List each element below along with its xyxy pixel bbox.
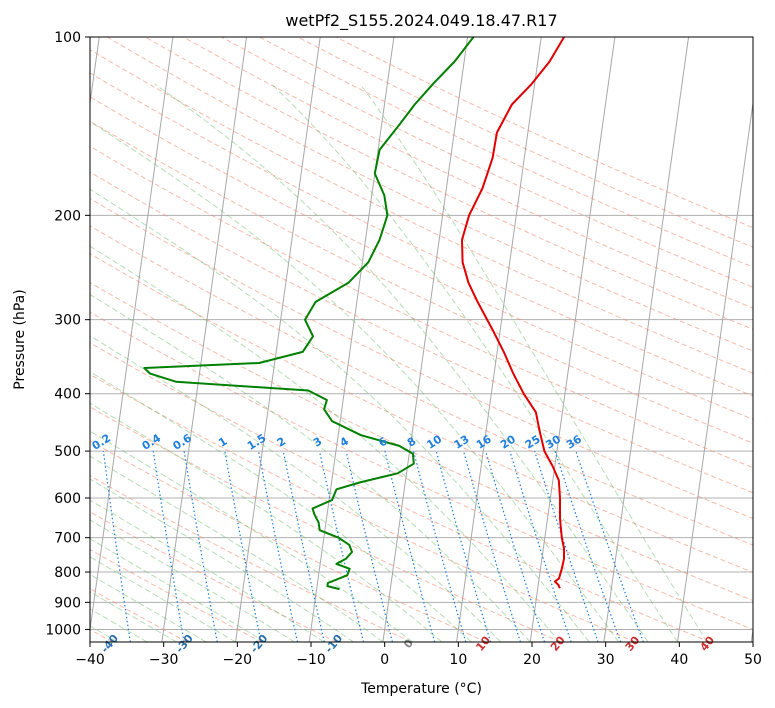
moist-adiabat-line — [90, 120, 619, 642]
moist-adiabat-line — [90, 293, 531, 642]
moist-adiabat-line — [90, 478, 354, 642]
x-tick-label: −20 — [223, 652, 253, 668]
mixing-ratio-line — [435, 450, 492, 642]
isotherm-line — [161, 37, 248, 642]
y-axis-label: Pressure (hPa) — [12, 289, 28, 389]
x-tick-label: 30 — [597, 652, 615, 668]
isotherm-line — [235, 37, 321, 642]
mixing-ratio-line — [462, 450, 521, 642]
dry-adiabat-line — [90, 440, 487, 642]
moist-adiabat-line — [154, 83, 649, 642]
isotherm-line — [603, 37, 690, 642]
mixing-ratio-line — [485, 450, 546, 642]
moist-adiabat-line — [359, 83, 708, 642]
dry-adiabat-line — [90, 120, 753, 444]
isotherm-line — [529, 37, 616, 642]
isotherm-line — [677, 99, 753, 642]
y-tick-label: 200 — [54, 208, 81, 224]
y-tick-label: 800 — [54, 565, 81, 581]
mixing-ratio-line — [412, 450, 467, 642]
moist-adiabat-line — [90, 573, 207, 642]
mixing-ratio-line — [384, 450, 436, 642]
x-tick-label: 40 — [670, 652, 688, 668]
moist-adiabat-line — [271, 83, 679, 642]
x-tick-label: −10 — [296, 652, 326, 668]
y-tick-label: 300 — [54, 313, 81, 329]
mixing-ratio-line — [318, 450, 365, 642]
mixing-ratio-line — [575, 450, 644, 642]
dry-adiabat-line — [90, 373, 636, 642]
plot-frame — [89, 36, 754, 643]
mixing-ratio-line — [554, 450, 622, 642]
y-tick-label: 700 — [54, 531, 81, 547]
dry-adiabat-line — [90, 548, 263, 642]
moist-adiabat-line — [90, 556, 236, 642]
moist-adiabat-line — [90, 591, 177, 642]
y-tick-label: 900 — [54, 595, 81, 611]
chart-title: wetPf2_S155.2024.049.18.47.R17 — [285, 11, 557, 31]
mixing-ratio-line — [102, 451, 131, 642]
dry-adiabat-line — [182, 37, 753, 309]
dry-adiabat-line — [90, 311, 753, 630]
dry-adiabat-line — [90, 253, 753, 573]
dry-adiabat-line — [90, 72, 753, 397]
mixing-ratio-line — [345, 450, 393, 642]
y-tick-label: 400 — [54, 387, 81, 403]
dry-adiabat-line — [90, 475, 412, 642]
dry-adiabat-line — [90, 49, 753, 374]
x-tick-label: 50 — [744, 652, 762, 668]
mixing-ratio-line — [257, 450, 299, 642]
moist-adiabat-line — [90, 335, 502, 642]
mixing-ratio-line — [282, 450, 325, 642]
x-tick-label: 20 — [523, 652, 541, 668]
moist-adiabat-line — [90, 402, 443, 642]
isotherm-line — [456, 37, 542, 642]
profile-line — [461, 37, 565, 589]
isotherm-line — [90, 37, 174, 634]
y-tick-label: 1000 — [45, 622, 81, 638]
dry-adiabat-line — [90, 96, 753, 420]
mixing-ratio-line — [509, 450, 572, 642]
dry-adiabat-line — [106, 37, 753, 352]
moist-adiabat-line — [90, 245, 561, 642]
mixing-ratio-line — [534, 450, 599, 642]
y-tick-label: 100 — [54, 30, 81, 46]
dry-adiabat-line — [90, 197, 753, 520]
dry-adiabat-line — [144, 37, 753, 330]
profile-line — [143, 37, 475, 591]
moist-adiabat-line — [90, 430, 413, 642]
mixing-ratio-line — [224, 450, 262, 642]
isotherm-line — [382, 37, 469, 642]
x-axis-label: Temperature (°C) — [360, 681, 482, 697]
y-tick-label: 500 — [54, 444, 81, 460]
y-tick-label: 600 — [54, 491, 81, 507]
x-tick-label: −30 — [149, 652, 179, 668]
x-tick-label: −40 — [75, 652, 105, 668]
moist-adiabat-line — [90, 499, 325, 642]
dry-adiabat-line — [90, 281, 753, 602]
dry-adiabat-line — [90, 225, 753, 546]
x-tick-label: 0 — [380, 652, 389, 668]
x-tick-label: 10 — [449, 652, 467, 668]
